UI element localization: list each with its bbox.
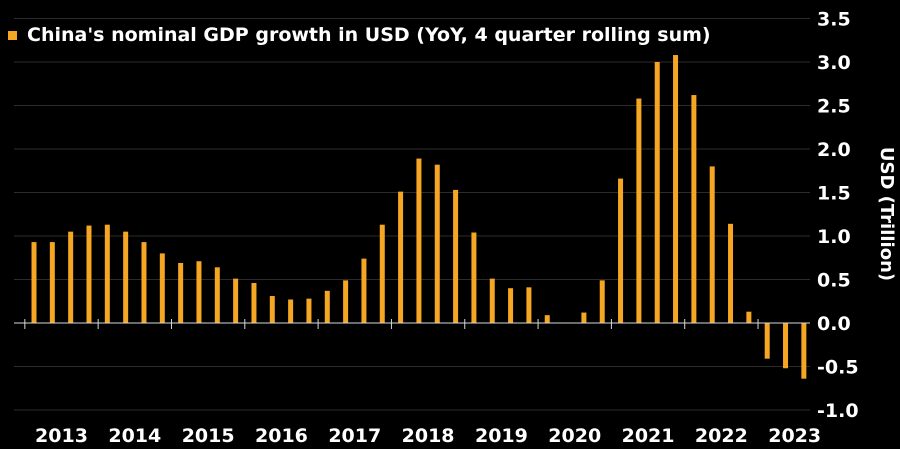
x-tick-label: 2014	[108, 425, 161, 447]
x-tick-label: 2017	[328, 425, 381, 447]
legend-label: China's nominal GDP growth in USD (YoY, …	[27, 24, 711, 46]
bar	[49, 242, 55, 323]
x-tick-label: 2020	[548, 425, 601, 447]
bar	[489, 278, 495, 323]
bar	[306, 298, 312, 323]
bar	[141, 242, 147, 323]
y-tick-label: 2.0	[817, 139, 851, 161]
bar	[31, 242, 37, 323]
x-tick-label: 2021	[622, 425, 675, 447]
bar	[123, 231, 129, 323]
legend-swatch	[8, 30, 17, 40]
bar	[544, 315, 550, 323]
bar	[581, 312, 587, 323]
bar	[361, 258, 367, 323]
x-tick-label: 2019	[475, 425, 528, 447]
y-tick-label: 0.0	[817, 313, 851, 335]
x-tick-label: 2013	[35, 425, 88, 447]
bar	[104, 224, 110, 323]
y-tick-label: 1.5	[817, 183, 851, 205]
bar	[673, 55, 679, 323]
bar	[764, 323, 770, 359]
y-tick-label: 2.5	[817, 96, 851, 118]
bar	[471, 232, 477, 323]
y-axis-tick-labels: 3.5 3.0 2.5 2.0 1.5 1.0 0.5 0.0 -0.5 -1.0	[817, 9, 859, 423]
y-tick-label: -1.0	[817, 400, 859, 422]
y-tick-label: 3.0	[817, 52, 851, 74]
bar	[526, 287, 532, 323]
bar	[214, 267, 220, 323]
bar	[801, 323, 807, 379]
bar	[728, 223, 734, 323]
bar	[434, 164, 440, 323]
legend: China's nominal GDP growth in USD (YoY, …	[8, 24, 711, 46]
x-tick-label: 2015	[182, 425, 235, 447]
bar	[691, 95, 697, 323]
y-axis-title: USD (Trillion)	[876, 147, 897, 281]
bar	[269, 296, 275, 323]
bar	[251, 282, 257, 323]
x-tick-label: 2023	[768, 425, 821, 447]
bar	[178, 262, 184, 323]
y-tick-label: 0.5	[817, 270, 851, 292]
bar	[324, 290, 330, 323]
x-tick-label: 2018	[402, 425, 455, 447]
y-tick-label: 3.5	[817, 9, 851, 31]
y-tick-label: 1.0	[817, 226, 851, 248]
bar	[288, 299, 294, 323]
bar	[618, 178, 624, 323]
bar	[416, 158, 422, 323]
bar	[68, 231, 74, 323]
bar	[599, 280, 605, 323]
y-tick-label: -0.5	[817, 357, 859, 379]
x-tick-label: 2022	[695, 425, 748, 447]
x-tick-label: 2016	[255, 425, 308, 447]
bar	[654, 62, 660, 323]
bar	[636, 98, 642, 323]
bar	[709, 166, 715, 323]
bar	[343, 280, 349, 323]
x-axis-ticks	[24, 319, 759, 329]
bar	[398, 191, 404, 323]
bar	[508, 288, 514, 323]
bar	[196, 261, 202, 323]
bar	[379, 224, 385, 323]
gridlines	[14, 18, 810, 411]
bar	[783, 323, 789, 369]
bar	[233, 278, 239, 323]
bars	[31, 55, 807, 379]
bar	[159, 253, 165, 323]
bar	[746, 311, 752, 323]
bar	[86, 225, 92, 323]
x-axis-tick-labels: 2013 2014 2015 2016 2017 2018 2019 2020 2021 2022…	[35, 425, 821, 447]
bar	[453, 189, 459, 323]
